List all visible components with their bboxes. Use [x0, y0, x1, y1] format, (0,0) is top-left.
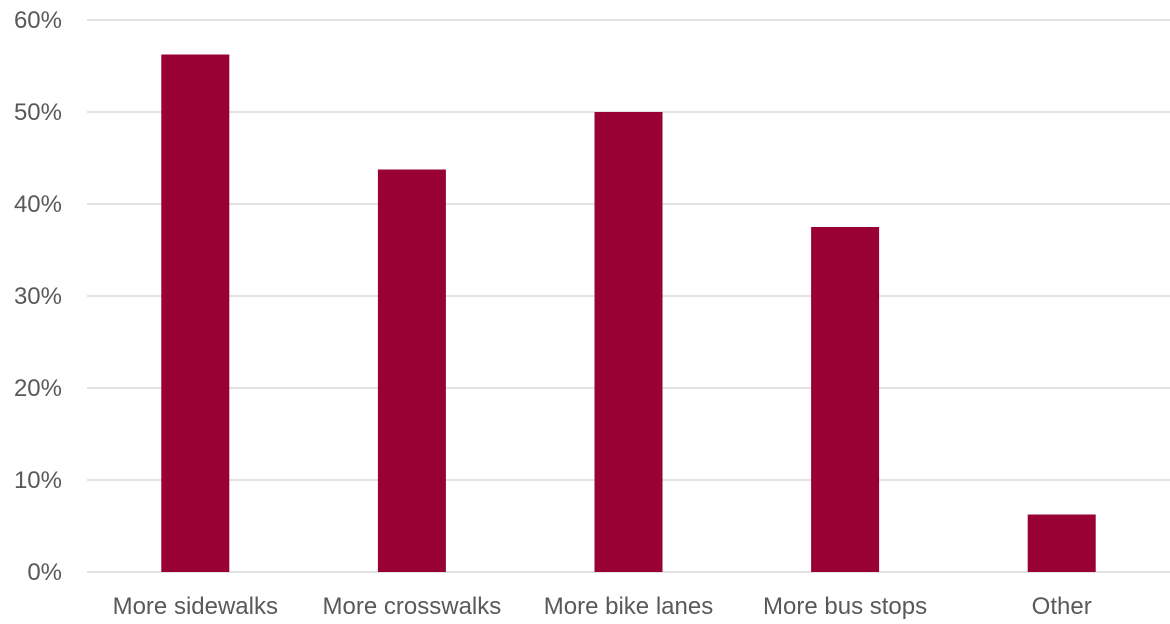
x-tick-label: Other	[1032, 593, 1092, 620]
bars	[161, 54, 1096, 572]
bar	[811, 227, 880, 572]
x-tick-label: More bus stops	[763, 593, 927, 620]
bar	[1027, 514, 1096, 572]
y-tick-label: 0%	[27, 559, 62, 586]
y-tick-label: 60%	[14, 7, 62, 34]
bar	[161, 54, 230, 572]
x-tick-label: More bike lanes	[544, 593, 713, 620]
bar	[594, 112, 663, 572]
x-tick-label: More sidewalks	[113, 593, 278, 620]
y-tick-label: 20%	[14, 375, 62, 402]
y-tick-label: 10%	[14, 467, 62, 494]
y-tick-label: 50%	[14, 99, 62, 126]
bar	[377, 169, 446, 572]
x-axis-labels: More sidewalks More crosswalks More bike l…	[113, 593, 1092, 620]
y-axis-ticks: 0% 10% 20% 30% 40% 50% 60%	[14, 7, 62, 586]
y-tick-label: 30%	[14, 283, 62, 310]
y-tick-label: 40%	[14, 191, 62, 218]
x-tick-label: More crosswalks	[323, 593, 502, 620]
